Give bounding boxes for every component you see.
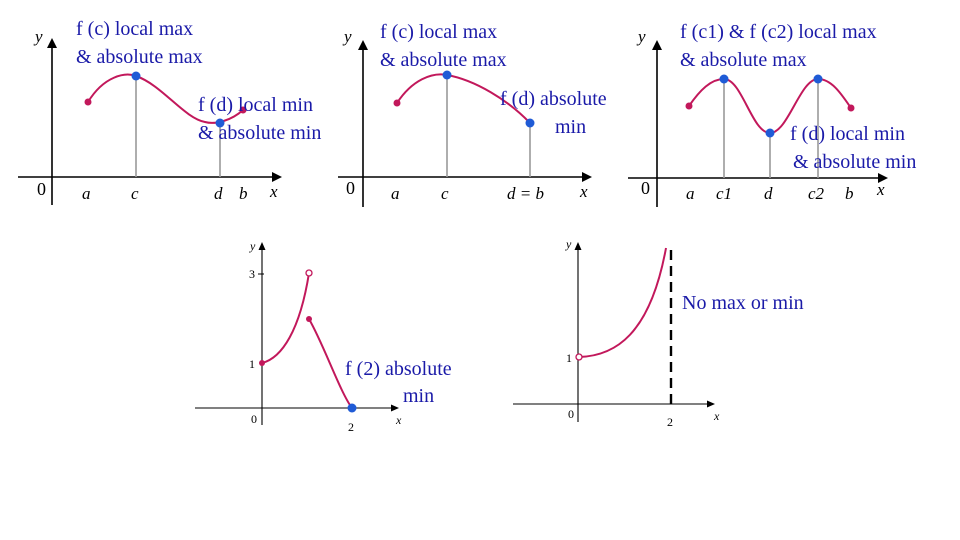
- min-point: [765, 128, 775, 138]
- tick-a: a: [82, 184, 91, 203]
- panel-two-local-maxima: y 0 a c1 d c2 b x f (c1) & f (c2) local …: [628, 21, 916, 207]
- x-label: x: [395, 413, 402, 427]
- origin-label: 0: [251, 412, 257, 426]
- y-axis-arrow-icon: [258, 242, 266, 250]
- panel-local-and-absolute-extrema: y 0 a c d b x f (c) local max & absolute…: [18, 18, 321, 205]
- tick-b: b: [845, 184, 854, 203]
- tick-a: a: [686, 184, 695, 203]
- panel-endpoint-minimum: y 0 a c d = b x f (c) local max & absolu…: [338, 21, 607, 207]
- endpoint-a: [685, 102, 693, 110]
- no-extrema-annotation: No max or min: [682, 292, 804, 314]
- x-label: x: [269, 182, 278, 201]
- min-annotation-line1: f (d) local min: [790, 123, 905, 145]
- x-axis-arrow-icon: [272, 172, 282, 182]
- tick-one: 1: [249, 357, 255, 371]
- max-point-c1: [719, 74, 729, 84]
- min-point: [525, 118, 535, 128]
- y-axis-arrow-icon: [47, 38, 57, 48]
- open-point: [305, 269, 313, 277]
- tick-d: d: [764, 184, 773, 203]
- curve-right-branch: [308, 318, 353, 409]
- panel-discontinuous-function: y 3 1 0 2 x f (2) absolute min: [195, 239, 452, 434]
- endpoint-left: [259, 360, 265, 366]
- tick-d: d: [214, 184, 223, 203]
- tick-three: 3: [249, 267, 255, 281]
- max-annotation-line1: f (c1) & f (c2) local max: [680, 21, 877, 43]
- x-axis-arrow-icon: [582, 172, 592, 182]
- max-point: [442, 70, 452, 80]
- min-annotation-line1: f (d) local min: [198, 94, 313, 116]
- y-label: y: [565, 237, 572, 251]
- max-annotation-line2: & absolute max: [680, 49, 807, 71]
- y-axis-arrow-icon: [358, 40, 368, 50]
- min-annotation-line2: & absolute min: [793, 151, 916, 173]
- tick-c: c: [131, 184, 139, 203]
- max-annotation-line1: f (c) local max: [76, 18, 193, 40]
- x-label: x: [579, 182, 588, 201]
- jump-point: [306, 316, 312, 322]
- min-annotation-line2: min: [403, 385, 434, 407]
- max-point-c2: [813, 74, 823, 84]
- x-label: x: [876, 180, 885, 199]
- min-annotation-line1: f (d) absolute: [500, 88, 607, 110]
- min-point: [347, 403, 357, 413]
- y-label: y: [33, 27, 43, 46]
- y-label: y: [342, 27, 352, 46]
- tick-a: a: [391, 184, 400, 203]
- min-annotation-line2: min: [555, 116, 586, 138]
- tick-d-equals-b: d = b: [507, 184, 544, 203]
- tick-b: b: [239, 184, 248, 203]
- origin-label: 0: [346, 178, 355, 198]
- origin-label: 0: [37, 179, 46, 199]
- y-label: y: [636, 27, 646, 46]
- max-point: [131, 71, 141, 81]
- min-point: [215, 118, 225, 128]
- endpoint-b: [847, 104, 855, 112]
- tick-c2: c2: [808, 184, 825, 203]
- y-label: y: [249, 239, 256, 253]
- tick-c1: c1: [716, 184, 732, 203]
- x-label: x: [713, 409, 720, 423]
- x-axis-arrow-icon: [391, 404, 399, 412]
- tick-c: c: [441, 184, 449, 203]
- min-annotation-line2: & absolute min: [198, 122, 321, 144]
- y-axis-arrow-icon: [574, 242, 582, 250]
- annotation-backdrop: [678, 287, 838, 315]
- curve-left-branch: [261, 272, 310, 364]
- panel-no-extrema: y 1 0 2 x No max or min: [513, 237, 838, 429]
- x-axis-arrow-icon: [878, 173, 888, 183]
- tick-one: 1: [566, 351, 572, 365]
- tick-two: 2: [348, 420, 354, 434]
- y-axis-arrow-icon: [652, 40, 662, 50]
- origin-label: 0: [641, 178, 650, 198]
- max-annotation-line2: & absolute max: [76, 46, 203, 68]
- max-annotation-line1: f (c) local max: [380, 21, 497, 43]
- x-axis-arrow-icon: [707, 400, 715, 408]
- min-annotation-line1: f (2) absolute: [345, 358, 452, 380]
- curve: [578, 247, 667, 358]
- open-point: [575, 353, 583, 361]
- endpoint-b: [239, 106, 247, 114]
- max-annotation-line2: & absolute max: [380, 49, 507, 71]
- origin-label: 0: [568, 407, 574, 421]
- endpoint-a: [84, 98, 92, 106]
- endpoint-a: [393, 99, 401, 107]
- tick-two: 2: [667, 415, 673, 429]
